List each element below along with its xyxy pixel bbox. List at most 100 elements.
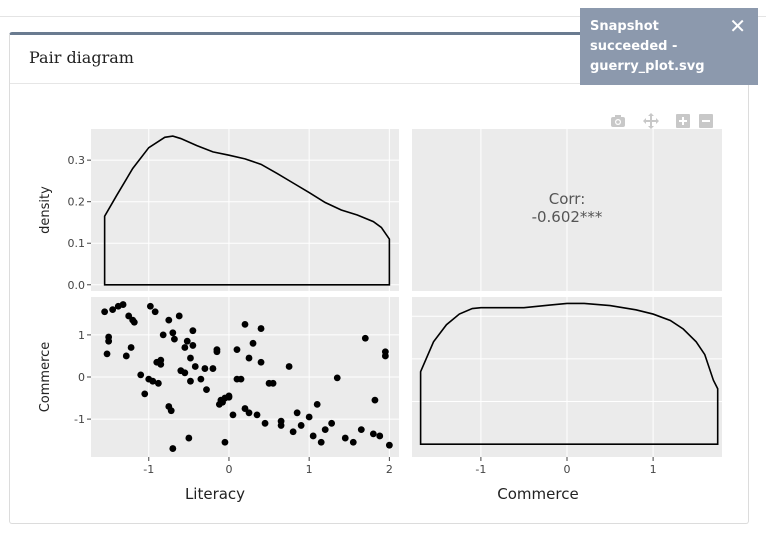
scatter-point	[357, 426, 365, 434]
x-tick-label: -1	[475, 463, 486, 476]
scatter-point	[169, 445, 177, 452]
y-tick-label: 0.3	[68, 154, 86, 167]
scatter-point	[105, 337, 113, 345]
scatter-point	[376, 432, 384, 440]
scatter-point	[183, 337, 191, 345]
x-tick-label: 0	[225, 463, 232, 476]
scatter-point	[241, 320, 249, 328]
card-title: Pair diagram	[29, 48, 134, 67]
scatter-point	[181, 369, 189, 377]
x-tick-label: -1	[143, 463, 154, 476]
scatter-point	[169, 329, 177, 337]
scatter-point	[103, 350, 111, 358]
x-axis-title-literacy: Literacy	[185, 485, 245, 503]
y-tick-label: 0.2	[68, 196, 86, 209]
scatter-point	[154, 379, 162, 387]
correlation-label: Corr:	[549, 190, 586, 208]
scatter-point	[141, 390, 149, 398]
scatter-point	[189, 327, 197, 335]
scatter-point	[201, 365, 209, 372]
x-tick-label: 2	[386, 463, 393, 476]
scatter-point	[333, 374, 341, 382]
scatter-point	[125, 312, 133, 320]
page-top-divider	[0, 16, 766, 17]
scatter-point	[297, 422, 305, 429]
scatter-point	[249, 339, 257, 347]
scatter-point	[321, 426, 329, 434]
scatter-point	[219, 398, 226, 406]
scatter-point	[361, 334, 369, 342]
scatter-point	[317, 438, 325, 446]
zoom-in-icon[interactable]	[674, 112, 692, 130]
scatter-point	[261, 419, 269, 427]
scatter-point	[349, 438, 357, 446]
scatter-point	[197, 375, 205, 383]
scatter-point	[245, 354, 253, 362]
scatter-point	[309, 432, 317, 440]
scatter-point	[171, 335, 178, 343]
scatter-point	[289, 428, 297, 436]
pan-icon[interactable]	[642, 112, 660, 130]
y-tick-label: 0	[78, 371, 85, 384]
y-tick-label: 0.1	[68, 237, 86, 250]
scatter-point	[189, 342, 197, 349]
scatter-point	[233, 346, 241, 354]
scatter-point	[181, 344, 189, 351]
scatter-point	[175, 312, 183, 320]
scatter-point	[130, 318, 138, 326]
scatter-point	[233, 375, 241, 383]
scatter-point	[109, 306, 117, 314]
scatter-point	[285, 363, 293, 370]
y-tick-label: 0.0	[68, 279, 86, 292]
scatter-point	[119, 301, 127, 308]
scatter-point	[191, 363, 199, 370]
y-axis-title-density: density	[38, 186, 53, 234]
zoom-out-icon[interactable]	[697, 112, 715, 130]
toast-message: Snapshot succeeded - guerry_plot.svg	[590, 19, 705, 74]
scatter-point	[187, 377, 194, 385]
x-axis-title-commerce: Commerce	[497, 485, 578, 503]
scatter-point	[127, 344, 135, 351]
scatter-point	[151, 308, 159, 316]
density-line-commerce	[419, 302, 719, 445]
close-icon[interactable]: ✕	[729, 14, 746, 38]
density-panel-literacy	[91, 129, 399, 291]
scatter-point	[277, 422, 285, 429]
plot-area[interactable]: 0.0 0.1 0.2 0.3 density Corr: -0.602*** -1 0 1 -1 0…	[29, 105, 742, 505]
scatter-point	[185, 434, 193, 442]
x-tick-label: 1	[650, 463, 657, 476]
x-tick-label: 0	[564, 463, 571, 476]
y-tick-label: -1	[74, 413, 85, 426]
camera-icon[interactable]	[609, 112, 627, 130]
pair-plot-svg[interactable]: 0.0 0.1 0.2 0.3 density Corr:-0.602*** -1 0 1 -1 0…	[29, 105, 742, 505]
correlation-value: -0.602***	[532, 208, 603, 226]
y-tick-label: 1	[78, 329, 85, 342]
scatter-point	[149, 377, 157, 385]
scatter-point	[221, 438, 229, 446]
scatter-point	[137, 371, 145, 379]
card-header: Pair diagram	[10, 35, 748, 84]
scatter-point	[257, 358, 265, 366]
scatter-point	[385, 441, 393, 449]
density-line-literacy	[103, 135, 391, 286]
scatter-point	[122, 352, 130, 360]
scatter-point	[371, 396, 379, 404]
scatter-point	[159, 331, 167, 339]
x-tick-label: 1	[306, 463, 313, 476]
scatter-point	[305, 413, 313, 421]
scatter-point	[369, 430, 377, 438]
scatter-point	[245, 409, 253, 417]
scatter-point	[253, 411, 261, 419]
scatter-point	[229, 411, 237, 419]
scatter-point	[265, 379, 273, 387]
y-axis-title-commerce: Commerce	[38, 342, 53, 413]
scatter-point	[328, 419, 336, 427]
scatter-point	[257, 325, 265, 332]
scatter-point	[341, 434, 349, 442]
scatter-point	[165, 316, 173, 324]
scatter-point	[381, 352, 389, 360]
scatter-point	[187, 354, 194, 362]
scatter-point	[225, 392, 233, 400]
scatter-point	[213, 346, 221, 354]
scatter-point	[209, 365, 217, 372]
